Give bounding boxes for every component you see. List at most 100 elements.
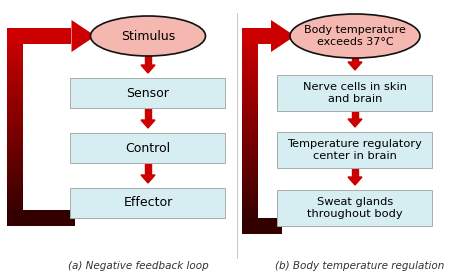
Polygon shape	[7, 157, 23, 160]
Polygon shape	[7, 115, 23, 118]
Polygon shape	[242, 220, 258, 223]
Polygon shape	[7, 118, 23, 121]
Polygon shape	[7, 94, 23, 97]
FancyBboxPatch shape	[71, 188, 226, 218]
Polygon shape	[242, 163, 258, 166]
Polygon shape	[242, 218, 283, 234]
Polygon shape	[352, 111, 358, 119]
Ellipse shape	[91, 16, 206, 56]
Polygon shape	[7, 39, 23, 42]
Polygon shape	[7, 139, 23, 142]
Polygon shape	[7, 112, 23, 115]
Polygon shape	[242, 185, 258, 188]
Polygon shape	[7, 42, 23, 45]
Polygon shape	[7, 54, 23, 57]
Polygon shape	[242, 99, 258, 103]
Polygon shape	[242, 68, 258, 71]
Polygon shape	[242, 213, 258, 217]
Polygon shape	[7, 209, 23, 212]
Polygon shape	[7, 163, 23, 167]
Polygon shape	[242, 191, 258, 194]
Text: Temperature regulatory
center in brain: Temperature regulatory center in brain	[288, 139, 422, 161]
Polygon shape	[141, 65, 155, 73]
Polygon shape	[7, 124, 23, 127]
Polygon shape	[72, 20, 95, 52]
FancyBboxPatch shape	[71, 133, 226, 163]
Polygon shape	[7, 127, 23, 130]
Polygon shape	[7, 63, 23, 66]
Polygon shape	[141, 120, 155, 128]
Polygon shape	[242, 42, 258, 46]
Polygon shape	[7, 182, 23, 185]
Polygon shape	[7, 151, 23, 154]
Polygon shape	[242, 197, 258, 201]
Polygon shape	[242, 144, 258, 147]
Polygon shape	[242, 150, 258, 153]
FancyBboxPatch shape	[277, 132, 432, 168]
Polygon shape	[7, 81, 23, 85]
Polygon shape	[242, 90, 258, 93]
Polygon shape	[7, 45, 23, 48]
Polygon shape	[242, 74, 258, 77]
Polygon shape	[242, 64, 258, 68]
Polygon shape	[7, 173, 23, 175]
Text: Sensor: Sensor	[127, 86, 169, 100]
Polygon shape	[242, 55, 258, 58]
Polygon shape	[348, 177, 362, 185]
Polygon shape	[242, 49, 258, 52]
Polygon shape	[242, 112, 258, 115]
Polygon shape	[242, 210, 258, 213]
Polygon shape	[242, 217, 258, 220]
Polygon shape	[242, 128, 258, 131]
Polygon shape	[242, 46, 258, 49]
Polygon shape	[7, 103, 23, 106]
Polygon shape	[7, 91, 23, 94]
Polygon shape	[242, 160, 258, 163]
Polygon shape	[242, 96, 258, 99]
Polygon shape	[242, 134, 258, 137]
Polygon shape	[242, 28, 271, 44]
Polygon shape	[352, 58, 358, 62]
Polygon shape	[242, 39, 258, 42]
Polygon shape	[7, 133, 23, 136]
Polygon shape	[7, 210, 75, 226]
Text: Nerve cells in skin
and brain: Nerve cells in skin and brain	[303, 82, 407, 104]
FancyBboxPatch shape	[277, 190, 432, 226]
Polygon shape	[7, 191, 23, 194]
Polygon shape	[242, 178, 258, 182]
Polygon shape	[7, 200, 23, 203]
Polygon shape	[7, 109, 23, 112]
Polygon shape	[7, 215, 23, 218]
Polygon shape	[242, 172, 258, 175]
Polygon shape	[7, 48, 23, 51]
Polygon shape	[7, 57, 23, 60]
Polygon shape	[7, 78, 23, 81]
Polygon shape	[242, 137, 258, 140]
Text: Control: Control	[126, 142, 171, 155]
Polygon shape	[7, 75, 23, 78]
Polygon shape	[242, 58, 258, 61]
Polygon shape	[242, 93, 258, 96]
Polygon shape	[145, 56, 151, 65]
Polygon shape	[7, 148, 23, 151]
Polygon shape	[242, 77, 258, 80]
Text: Body temperature
exceeds 37°C: Body temperature exceeds 37°C	[304, 25, 406, 47]
Polygon shape	[242, 204, 258, 207]
Polygon shape	[242, 109, 258, 112]
Polygon shape	[7, 70, 23, 72]
Polygon shape	[242, 147, 258, 150]
Polygon shape	[242, 201, 258, 204]
Polygon shape	[7, 188, 23, 191]
Polygon shape	[242, 131, 258, 134]
Polygon shape	[7, 175, 23, 178]
Polygon shape	[242, 36, 258, 39]
Polygon shape	[242, 125, 258, 128]
Polygon shape	[7, 97, 23, 100]
Polygon shape	[242, 223, 258, 226]
Polygon shape	[7, 167, 23, 170]
Polygon shape	[7, 178, 23, 182]
Polygon shape	[242, 118, 258, 121]
Polygon shape	[7, 130, 23, 133]
Polygon shape	[7, 28, 72, 44]
Polygon shape	[242, 140, 258, 144]
